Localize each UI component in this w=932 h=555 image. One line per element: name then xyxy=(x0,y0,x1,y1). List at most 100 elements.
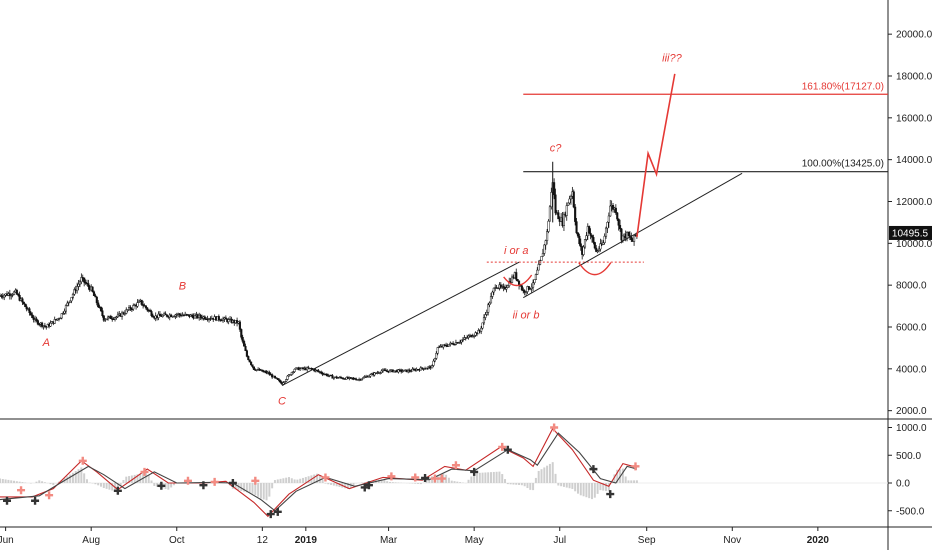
candle xyxy=(447,344,450,347)
osc-cross-marker xyxy=(360,483,369,492)
candle xyxy=(71,292,74,300)
candle xyxy=(487,302,490,316)
candle xyxy=(268,370,271,376)
osc-main-line xyxy=(0,432,638,512)
candle xyxy=(619,219,622,232)
candle xyxy=(245,349,248,358)
candle xyxy=(543,244,546,256)
candle xyxy=(595,245,598,253)
candle xyxy=(99,306,103,312)
candle xyxy=(567,202,570,206)
time-tick-label: Jul xyxy=(553,535,566,546)
candle xyxy=(28,307,31,316)
candle xyxy=(115,316,118,320)
osc-cross-marker xyxy=(498,442,507,451)
fib-161-label: 161.80%(17127.0) xyxy=(802,81,884,92)
fib-100-label: 100.00%(13425.0) xyxy=(802,159,884,170)
candle xyxy=(537,260,540,271)
candle xyxy=(146,307,149,312)
candle xyxy=(31,312,34,319)
candle xyxy=(172,315,176,318)
candle xyxy=(532,279,535,291)
candle xyxy=(572,189,575,209)
osc-cross-marker xyxy=(266,510,275,519)
candle xyxy=(222,316,225,323)
candle xyxy=(87,279,90,290)
candle xyxy=(554,188,557,216)
candle xyxy=(565,202,568,221)
candle xyxy=(203,315,206,321)
candle xyxy=(165,314,168,318)
wave-label: B xyxy=(179,280,186,292)
candle xyxy=(102,315,105,322)
candle xyxy=(536,267,539,275)
candle xyxy=(604,226,608,239)
candle xyxy=(64,304,67,315)
osc-cross-marker xyxy=(210,477,219,486)
candle xyxy=(568,195,571,205)
candle xyxy=(492,287,495,295)
osc-cross-marker xyxy=(387,472,396,481)
candle xyxy=(178,313,181,318)
candle xyxy=(489,292,493,304)
candle xyxy=(59,317,62,320)
candle xyxy=(548,205,551,222)
candle xyxy=(452,341,455,346)
candle xyxy=(21,297,24,305)
osc-cross-marker xyxy=(503,445,512,454)
cup-arc-left xyxy=(503,274,533,287)
candle xyxy=(520,284,523,292)
osc-cross-marker xyxy=(364,481,373,490)
candle xyxy=(142,300,145,309)
osc-cross-marker xyxy=(550,423,559,432)
osc-cross-marker xyxy=(140,467,149,476)
osc-tick-label: 500.0 xyxy=(896,451,921,462)
candle xyxy=(362,376,365,380)
candle xyxy=(540,256,543,261)
candle xyxy=(91,286,94,293)
price-tick-label: 18000.0 xyxy=(896,71,932,82)
candle xyxy=(438,345,441,349)
candle xyxy=(8,289,11,300)
candle xyxy=(251,364,254,369)
candle xyxy=(505,284,508,293)
candle xyxy=(273,375,277,379)
candle xyxy=(457,341,460,344)
candle xyxy=(321,371,324,377)
candle xyxy=(525,291,528,296)
candle xyxy=(331,374,334,379)
time-tick-label: May xyxy=(465,535,484,546)
time-tick-label: Oct xyxy=(169,535,185,546)
osc-cross-marker xyxy=(228,479,237,487)
projection-path xyxy=(636,73,676,238)
candle xyxy=(481,322,484,330)
candle xyxy=(460,339,463,345)
candle xyxy=(105,318,108,320)
price-tick-label: 16000.0 xyxy=(896,113,932,124)
osc-cross-marker xyxy=(113,486,122,495)
candle xyxy=(41,321,44,329)
candle xyxy=(445,342,448,348)
candle xyxy=(515,268,518,282)
candle xyxy=(76,282,79,294)
candle xyxy=(149,308,152,312)
osc-cross-marker xyxy=(451,461,460,470)
candle xyxy=(43,322,46,329)
candle xyxy=(17,292,20,297)
candle xyxy=(367,374,370,378)
candle xyxy=(569,194,573,205)
oscillator-pane xyxy=(0,423,888,519)
last-price-tag: 10495.5 xyxy=(889,225,932,240)
osc-cross-marker xyxy=(589,465,598,474)
candle xyxy=(320,370,323,375)
candle xyxy=(271,373,274,379)
candle xyxy=(137,299,140,303)
candle xyxy=(140,299,143,306)
candle xyxy=(130,307,133,312)
candle xyxy=(250,361,253,366)
candle xyxy=(379,372,382,375)
candle xyxy=(530,283,533,293)
